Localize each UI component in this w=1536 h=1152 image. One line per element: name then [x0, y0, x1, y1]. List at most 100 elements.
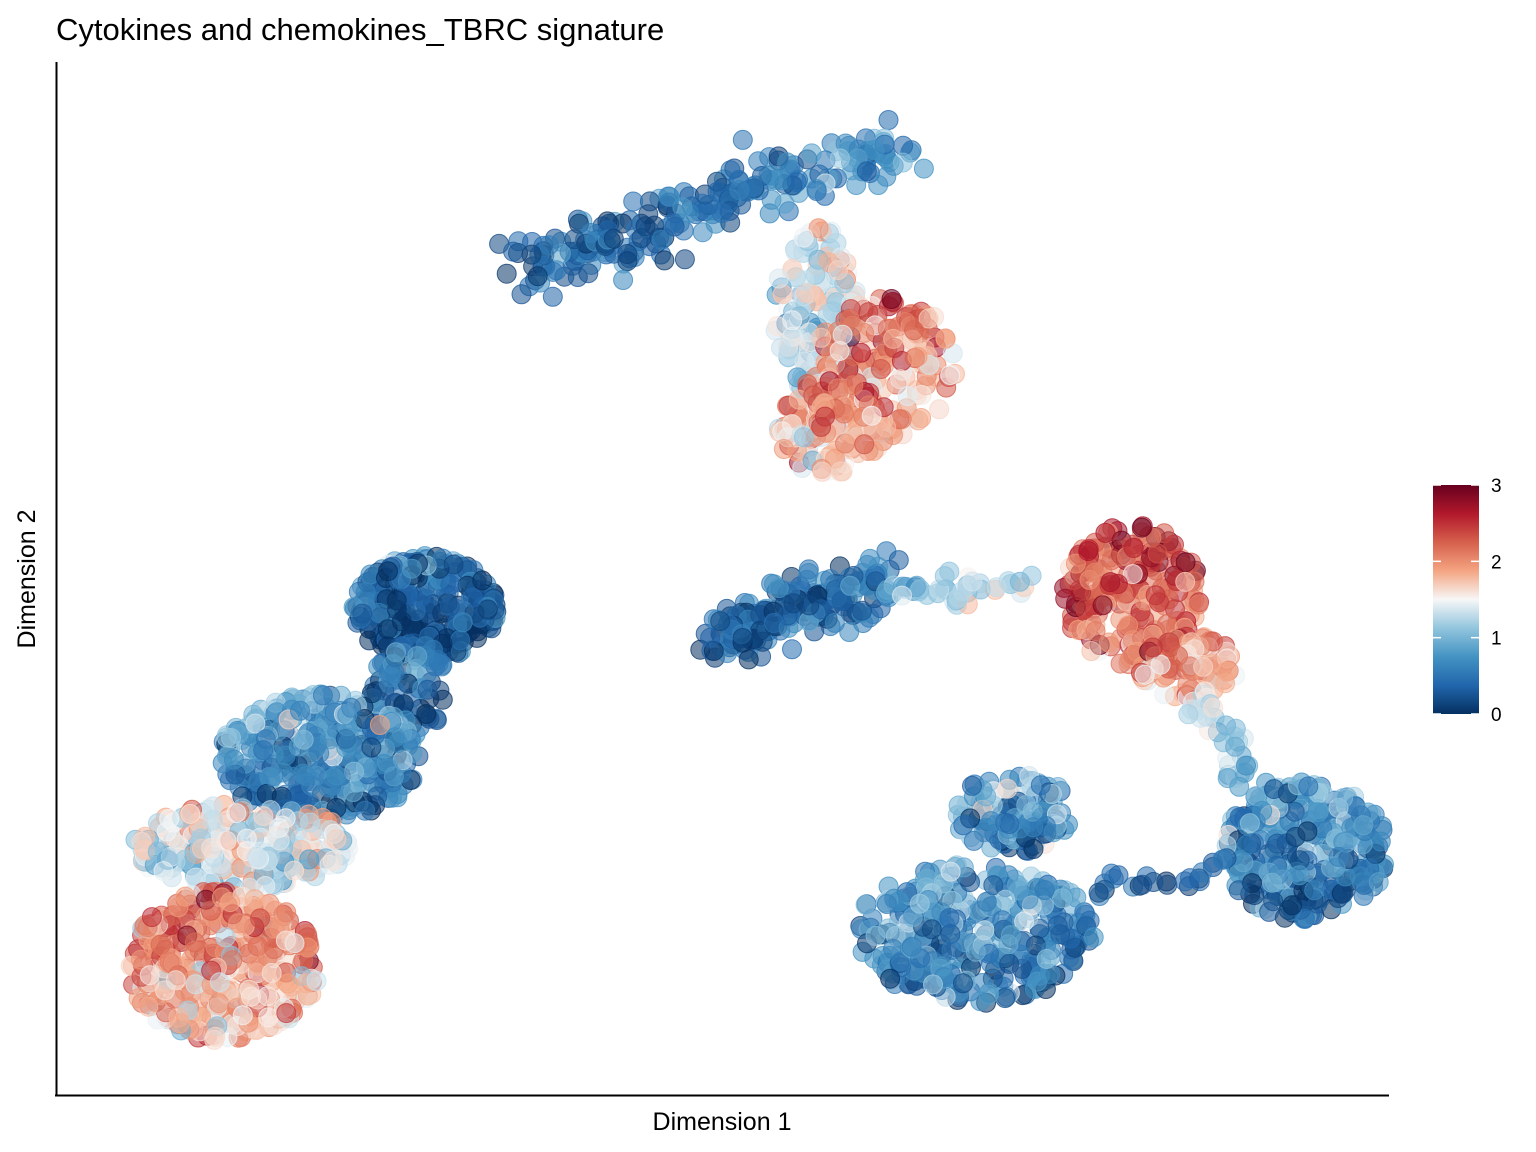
data-point	[663, 212, 683, 233]
data-point	[1078, 541, 1099, 562]
data-point	[326, 765, 347, 786]
data-point	[1333, 788, 1354, 809]
data-point	[300, 812, 321, 833]
data-point	[854, 322, 875, 343]
data-point	[651, 229, 672, 250]
data-point	[820, 569, 841, 590]
data-point	[940, 861, 961, 882]
data-point	[692, 193, 712, 214]
data-point	[783, 593, 804, 614]
data-point	[817, 303, 838, 324]
data-point	[1142, 637, 1163, 658]
data-point	[352, 603, 373, 624]
data-point	[1216, 661, 1237, 682]
data-point	[1353, 885, 1374, 906]
data-point	[907, 346, 928, 367]
data-point	[774, 193, 795, 214]
data-point	[729, 180, 750, 200]
data-point	[700, 627, 721, 648]
data-point	[380, 667, 401, 688]
data-point	[180, 803, 201, 824]
data-point	[856, 161, 877, 182]
data-point	[953, 973, 973, 994]
data-point	[1225, 736, 1246, 757]
data-point	[1055, 588, 1076, 609]
data-point	[1075, 599, 1096, 619]
data-point	[1217, 768, 1238, 789]
data-point	[546, 260, 567, 281]
data-point	[623, 191, 644, 212]
data-point	[773, 439, 794, 459]
data-point	[299, 849, 320, 870]
colorbar-legend: 0 1 2 3	[1433, 476, 1502, 726]
data-point	[156, 821, 177, 842]
data-point	[921, 919, 942, 940]
data-point	[1030, 775, 1051, 796]
data-point	[184, 932, 205, 953]
data-point	[450, 630, 471, 650]
data-point	[855, 894, 876, 915]
data-point	[1216, 715, 1236, 736]
data-point	[732, 129, 753, 150]
data-point	[771, 337, 791, 358]
data-point	[806, 179, 827, 200]
data-point	[962, 571, 983, 592]
data-point	[401, 558, 422, 579]
data-point	[1333, 883, 1354, 904]
data-point	[908, 410, 929, 431]
data-point	[768, 268, 789, 289]
data-point	[1239, 813, 1260, 834]
data-point	[275, 930, 296, 951]
data-point	[1264, 779, 1284, 800]
data-point	[904, 320, 924, 341]
data-point	[337, 705, 358, 725]
data-point	[878, 110, 899, 130]
data-point	[1175, 571, 1196, 592]
data-point	[1289, 865, 1310, 886]
data-point	[812, 461, 833, 482]
data-point	[361, 737, 382, 758]
data-point	[378, 561, 398, 582]
data-point	[290, 700, 310, 721]
data-point	[1101, 550, 1122, 571]
data-point	[236, 828, 257, 849]
data-point	[840, 575, 861, 596]
data-point	[861, 405, 882, 426]
data-point	[1092, 595, 1113, 616]
data-point	[246, 847, 267, 868]
data-point	[999, 953, 1020, 974]
data-point	[888, 550, 909, 571]
data-point	[1081, 641, 1102, 661]
data-point	[1108, 865, 1129, 886]
data-point	[631, 228, 652, 248]
data-point	[245, 713, 266, 734]
data-point	[1228, 880, 1249, 901]
data-point	[1368, 872, 1389, 893]
data-point	[1259, 901, 1280, 922]
data-point	[811, 416, 832, 437]
data-point	[208, 993, 229, 1014]
data-point	[1036, 949, 1057, 969]
data-point	[1267, 833, 1287, 854]
data-point	[1123, 538, 1144, 558]
data-point	[934, 566, 955, 587]
data-point	[995, 889, 1016, 910]
data-point	[147, 841, 168, 862]
data-point	[876, 166, 897, 187]
data-point	[257, 986, 278, 1007]
data-point	[1118, 615, 1139, 636]
data-point	[1134, 664, 1155, 685]
data-point	[986, 577, 1007, 598]
data-point	[738, 649, 759, 670]
data-point	[830, 461, 851, 482]
data-point	[970, 991, 991, 1012]
data-point	[383, 766, 404, 787]
data-point	[1262, 872, 1282, 893]
data-point	[918, 308, 939, 329]
data-point	[387, 599, 408, 620]
data-point	[175, 849, 196, 870]
data-point	[439, 596, 460, 617]
data-point	[1085, 621, 1106, 642]
data-point	[852, 600, 872, 621]
